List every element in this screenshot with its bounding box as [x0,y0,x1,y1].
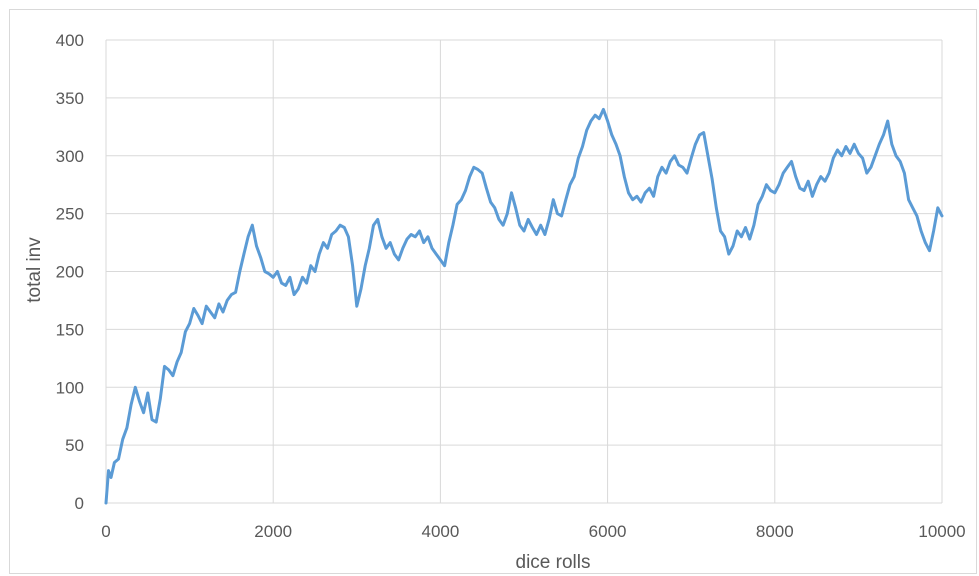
y-axis-tick-labels: 0 50 100 150 200 250 300 350 400 [56,31,84,513]
y-tick-label: 50 [65,436,84,455]
y-tick-label: 400 [56,31,84,50]
x-tick-label: 10000 [918,522,965,541]
gridlines [105,39,943,504]
y-axis-title: total inv [24,237,45,303]
x-tick-label: 0 [101,522,110,541]
x-tick-label: 4000 [421,522,459,541]
x-axis-title: dice rolls [516,552,591,573]
x-tick-label: 2000 [254,522,292,541]
y-tick-label: 300 [56,147,84,166]
x-tick-label: 6000 [589,522,627,541]
x-tick-label: 8000 [756,522,794,541]
y-tick-label: 350 [56,89,84,108]
y-tick-label: 250 [56,205,84,224]
y-tick-label: 150 [56,320,84,339]
x-axis-tick-labels: 0 2000 4000 6000 8000 10000 [101,522,965,541]
y-tick-label: 100 [56,378,84,397]
y-tick-label: 0 [75,494,84,513]
series-layer [104,107,944,505]
y-tick-label: 200 [56,263,84,282]
chart-frame [9,9,977,574]
series-line [104,107,944,505]
